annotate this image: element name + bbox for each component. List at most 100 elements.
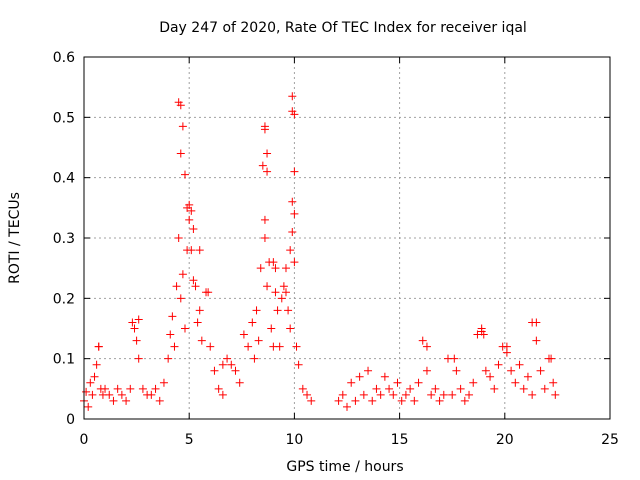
data-point	[502, 342, 511, 351]
data-point	[288, 92, 297, 101]
data-point	[290, 167, 299, 176]
data-point	[294, 360, 303, 369]
data-point	[195, 306, 204, 315]
data-point	[448, 390, 457, 399]
data-point	[252, 306, 261, 315]
y-tick-label: 0.1	[53, 352, 75, 368]
data-point	[227, 360, 236, 369]
data-point	[223, 354, 232, 363]
data-point	[195, 246, 204, 255]
data-point	[275, 342, 284, 351]
data-point	[180, 324, 189, 333]
data-point	[435, 396, 444, 405]
data-point	[122, 396, 131, 405]
data-marks	[80, 92, 560, 411]
data-point	[155, 396, 164, 405]
data-point	[267, 324, 276, 333]
data-point	[284, 306, 293, 315]
data-point	[290, 110, 299, 119]
data-point	[431, 384, 440, 393]
data-point	[460, 396, 469, 405]
data-point	[82, 387, 91, 396]
data-point	[347, 378, 356, 387]
data-point	[450, 354, 459, 363]
data-point	[218, 360, 227, 369]
data-point	[290, 258, 299, 267]
data-point	[197, 336, 206, 345]
data-point	[258, 161, 267, 170]
data-point	[376, 390, 385, 399]
data-point	[147, 390, 156, 399]
data-point	[128, 318, 137, 327]
data-point	[343, 402, 351, 411]
x-axis-label: GPS time / hours	[286, 459, 403, 475]
data-point	[422, 342, 431, 351]
x-tick-label: 5	[185, 432, 194, 448]
data-point	[260, 215, 269, 224]
data-point	[130, 324, 139, 333]
y-tick-label: 0.2	[53, 291, 75, 307]
data-point	[286, 246, 295, 255]
chart-title: Day 247 of 2020, Rate Of TEC Index for r…	[159, 20, 527, 36]
data-point	[151, 384, 160, 393]
data-point	[180, 170, 189, 179]
data-point	[174, 234, 183, 242]
data-point	[481, 366, 490, 375]
data-point	[277, 294, 286, 303]
data-point	[134, 315, 143, 324]
data-point	[406, 384, 415, 393]
data-point	[117, 390, 126, 399]
data-point	[401, 390, 410, 399]
data-point	[338, 390, 347, 399]
data-point	[452, 366, 461, 375]
data-point	[204, 288, 213, 297]
data-point	[263, 167, 272, 176]
data-point	[166, 330, 175, 339]
data-point	[105, 390, 114, 399]
data-point	[368, 396, 377, 405]
data-point	[389, 390, 398, 399]
data-point	[176, 294, 185, 303]
data-point	[178, 122, 187, 131]
data-point	[528, 318, 537, 327]
y-tick-label: 0.3	[53, 231, 75, 247]
data-point	[292, 342, 301, 351]
data-point	[164, 354, 173, 363]
data-point	[490, 384, 499, 393]
x-tick-label: 15	[391, 432, 409, 448]
data-point	[94, 342, 103, 351]
data-point	[172, 282, 181, 291]
data-point	[271, 264, 280, 273]
data-point	[359, 390, 368, 399]
data-point	[393, 378, 402, 387]
data-point	[189, 224, 198, 233]
data-point	[385, 384, 394, 393]
data-point	[286, 324, 295, 333]
data-point	[418, 336, 427, 345]
x-tick-label: 20	[496, 432, 514, 448]
data-point	[422, 366, 431, 375]
y-axis: 0 0.1 0.2 0.3 0.4 0.5 0.6	[53, 50, 610, 428]
data-point	[494, 360, 503, 369]
data-point	[465, 390, 474, 399]
data-point	[551, 390, 560, 399]
data-point	[214, 384, 223, 393]
data-point	[549, 378, 558, 387]
data-point	[189, 276, 198, 285]
data-point	[355, 372, 364, 381]
data-point	[193, 318, 202, 327]
data-point	[138, 384, 147, 393]
data-point	[298, 384, 307, 393]
y-tick-label: 0	[66, 412, 75, 428]
data-point	[290, 209, 299, 218]
data-point	[159, 378, 168, 387]
data-point	[507, 366, 516, 375]
data-point	[254, 336, 263, 345]
data-point	[439, 390, 448, 399]
data-point	[397, 396, 406, 405]
data-point	[176, 149, 185, 158]
data-point	[528, 390, 537, 399]
data-point	[86, 378, 95, 387]
data-point	[536, 366, 545, 375]
data-point	[263, 149, 272, 158]
